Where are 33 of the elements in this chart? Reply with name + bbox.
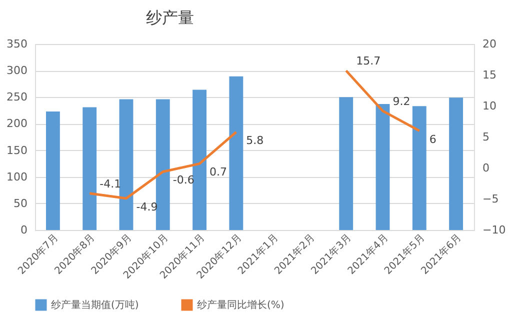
bar [82, 107, 97, 230]
data-label: 0.7 [210, 166, 228, 179]
data-label: 6 [429, 132, 436, 146]
chart-title: 纱产量 [146, 8, 194, 27]
y2-tick-label: −5 [482, 192, 499, 206]
y2-tick-label: 0 [482, 162, 490, 174]
data-label: 5.8 [246, 134, 264, 148]
bar [229, 76, 244, 230]
y-tick-label: 50 [14, 196, 28, 210]
y-tick-label: 200 [6, 117, 28, 130]
bar [376, 104, 390, 230]
y2-tick-label: 15 [482, 68, 496, 82]
bar [119, 99, 134, 230]
bar [339, 97, 354, 230]
bar [192, 90, 206, 230]
legend-label: 纱产量当期值(万吨) [51, 299, 139, 311]
data-label: 9.2 [392, 94, 410, 108]
y2-tick-label: 10 [482, 100, 496, 112]
y-tick-label: 0 [20, 224, 28, 236]
y-tick-label: 100 [6, 170, 28, 184]
y-tick-label: 250 [6, 90, 28, 104]
legend-label: 纱产量同比增长(%) [197, 299, 284, 311]
y-tick-label: 300 [6, 64, 28, 78]
bar [46, 111, 60, 230]
bar [412, 106, 426, 230]
bar [156, 99, 170, 230]
bar [449, 98, 464, 230]
y-tick-label: 350 [6, 38, 28, 50]
y2-tick-label: 20 [482, 38, 496, 50]
y2-tick-label: −10 [482, 224, 506, 236]
y2-tick-label: 5 [482, 130, 490, 144]
data-label: 15.7 [356, 54, 381, 68]
y-tick-label: 150 [6, 144, 28, 157]
